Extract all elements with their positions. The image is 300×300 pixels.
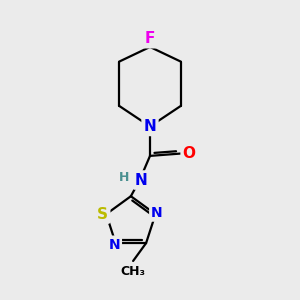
Text: O: O xyxy=(183,146,196,161)
Text: N: N xyxy=(151,206,163,220)
Text: N: N xyxy=(108,238,120,252)
Text: H: H xyxy=(119,171,130,184)
Text: N: N xyxy=(135,172,148,188)
Text: N: N xyxy=(144,119,156,134)
Text: CH₃: CH₃ xyxy=(121,266,146,278)
Text: F: F xyxy=(145,31,155,46)
Text: S: S xyxy=(97,207,108,222)
